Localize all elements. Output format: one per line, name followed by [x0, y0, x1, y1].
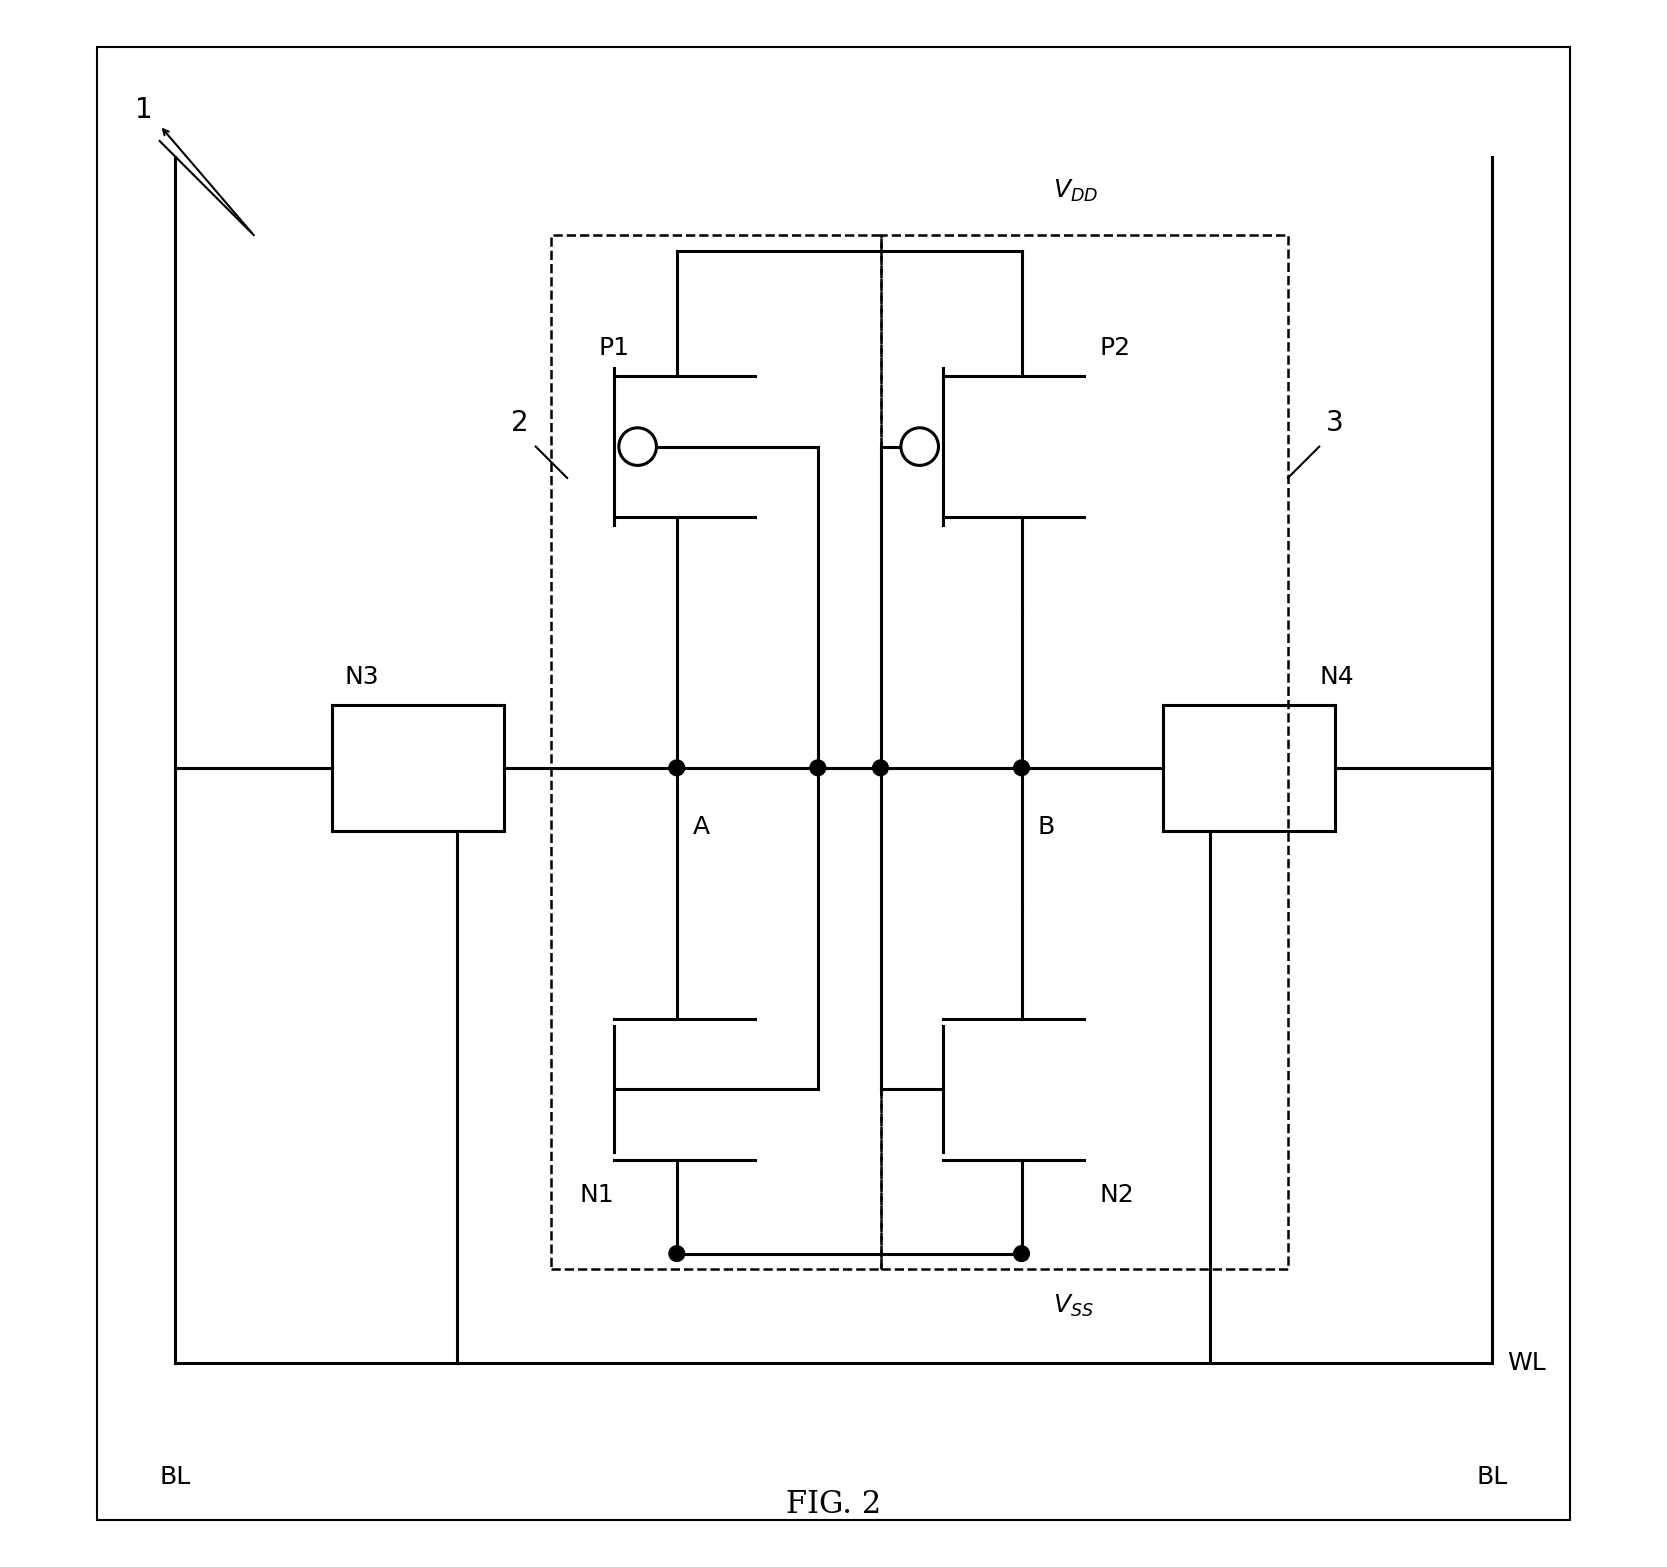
Circle shape — [668, 760, 685, 776]
Bar — [880, 235, 1289, 1269]
Circle shape — [668, 1246, 685, 1261]
Circle shape — [874, 760, 889, 776]
Circle shape — [1014, 1246, 1030, 1261]
Text: N2: N2 — [1100, 1183, 1135, 1207]
Circle shape — [1014, 760, 1030, 776]
Text: 3: 3 — [1325, 409, 1344, 437]
Text: FIG. 2: FIG. 2 — [785, 1489, 882, 1520]
Text: P1: P1 — [598, 337, 630, 360]
Text: N1: N1 — [580, 1183, 613, 1207]
Text: WL: WL — [1507, 1351, 1545, 1376]
Circle shape — [618, 428, 657, 465]
Text: A: A — [692, 815, 710, 838]
Text: 1: 1 — [135, 96, 153, 124]
Text: 2: 2 — [512, 409, 528, 437]
Bar — [552, 235, 880, 1269]
Text: N3: N3 — [345, 666, 378, 689]
Circle shape — [900, 428, 939, 465]
Text: $V_{DD}$: $V_{DD}$ — [1054, 177, 1099, 204]
Text: $V_{SS}$: $V_{SS}$ — [1054, 1293, 1094, 1319]
Text: B: B — [1037, 815, 1055, 838]
Text: BL: BL — [160, 1465, 192, 1489]
Text: P2: P2 — [1100, 337, 1130, 360]
Text: BL: BL — [1475, 1465, 1507, 1489]
Circle shape — [810, 760, 825, 776]
Text: N4: N4 — [1319, 666, 1354, 689]
